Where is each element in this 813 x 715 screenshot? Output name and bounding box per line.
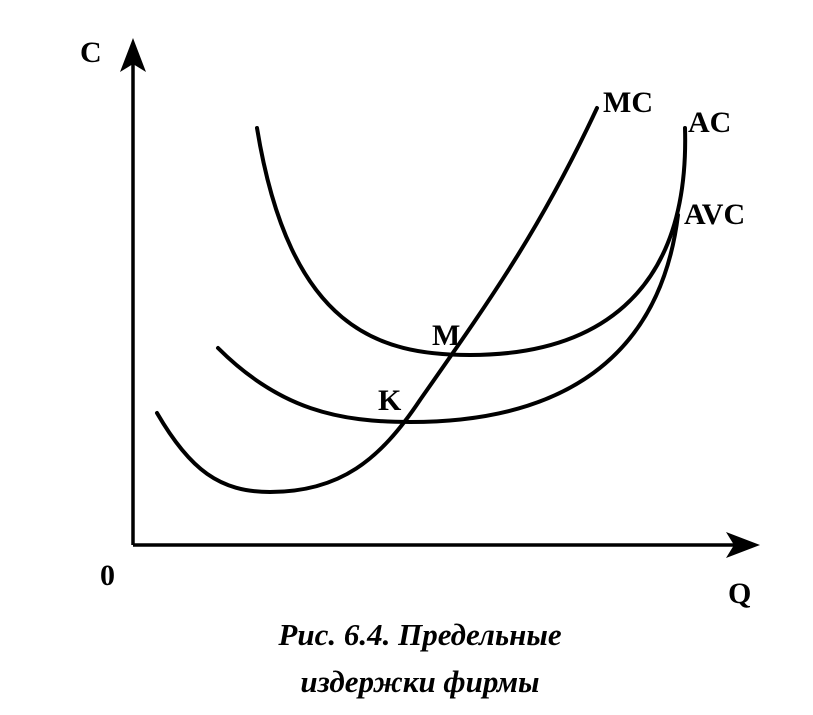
avc-curve — [216, 213, 680, 425]
y-axis-arrow — [120, 38, 146, 72]
avc-label: AVC — [684, 198, 745, 231]
y-axis-label: C — [80, 36, 102, 69]
caption-line: Рис. 6.4. Предельные — [277, 617, 561, 652]
point-m-label: M — [432, 319, 460, 352]
x-axis-arrow — [726, 532, 760, 558]
mc-label: MC — [603, 86, 653, 119]
ac-label: AC — [688, 106, 731, 139]
caption-line: издержки фирмы — [300, 664, 539, 699]
point-k-label: K — [378, 384, 402, 417]
ac-curve — [255, 126, 688, 358]
mc-curve — [155, 106, 599, 495]
x-axis-label: Q — [728, 577, 751, 610]
origin-label: 0 — [100, 559, 115, 592]
